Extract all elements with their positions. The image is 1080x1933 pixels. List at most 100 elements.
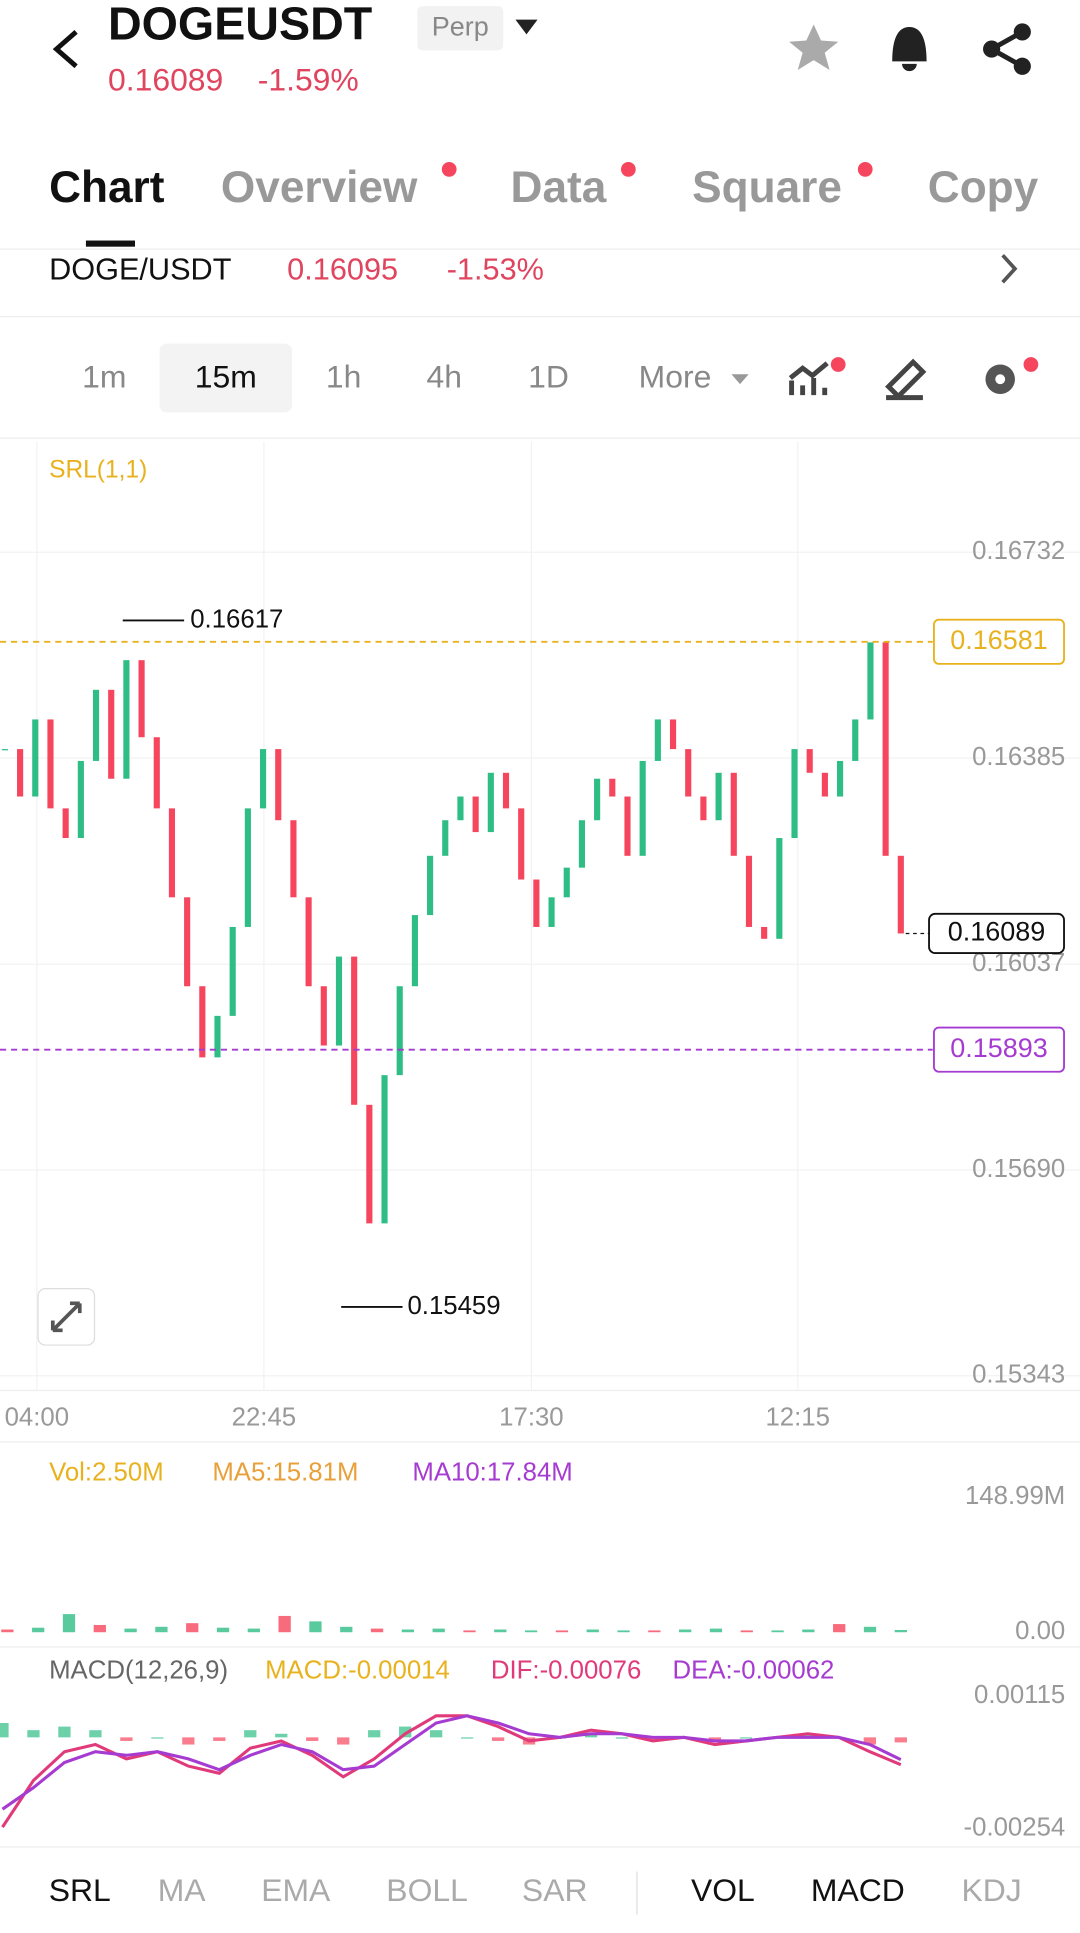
volume-bar [1, 1629, 14, 1633]
volume-bar [679, 1629, 692, 1633]
badge[interactable]: Perp [432, 11, 489, 41]
dot [1023, 357, 1039, 372]
bottom-tab[interactable]: VOL [691, 1872, 755, 1908]
candle [396, 986, 403, 1076]
candle [1, 749, 8, 751]
candle [487, 772, 494, 833]
volume-bar [401, 1629, 415, 1633]
star-icon[interactable] [789, 24, 839, 70]
volume-bar [216, 1627, 230, 1633]
macd-bar [244, 1730, 257, 1738]
macd-bar [646, 1737, 660, 1741]
candle [275, 749, 282, 821]
candle [700, 796, 707, 821]
interval[interactable]: 1m [82, 359, 126, 395]
macd-bar [275, 1733, 288, 1738]
volume-legend: MA10:17.84M [412, 1459, 572, 1487]
macd-legend: MACD(12,26,9) [49, 1656, 228, 1684]
bottom-tab[interactable]: BOLL [386, 1872, 468, 1908]
candle [214, 1015, 221, 1058]
candle [882, 642, 889, 856]
candle [867, 642, 874, 720]
share-icon[interactable] [983, 23, 1031, 75]
macd-bar [399, 1726, 412, 1738]
macd-bar [120, 1737, 133, 1741]
macd-bar [491, 1737, 505, 1741]
more-icon[interactable] [731, 374, 749, 385]
volume-legend: Vol:2.50M [49, 1459, 164, 1487]
macd-bar [306, 1737, 319, 1741]
volume-bar [555, 1630, 569, 1633]
arrow-icon[interactable] [1001, 254, 1018, 284]
interval[interactable]: 1h [326, 359, 361, 395]
macd-bar [863, 1737, 876, 1745]
candle [305, 897, 312, 987]
candle [761, 926, 768, 939]
tab-underline [85, 240, 136, 247]
candle [745, 855, 753, 927]
volume-bar [32, 1627, 45, 1633]
candle [715, 772, 722, 821]
candle [685, 749, 692, 797]
macd-bar [708, 1737, 722, 1741]
x-tick-label: 04:00 [5, 1404, 69, 1432]
macd-bar [182, 1737, 195, 1745]
candle [457, 796, 464, 821]
volume-bar [524, 1630, 538, 1633]
bell-icon[interactable] [892, 26, 927, 72]
dot [441, 161, 457, 177]
indicator-label: SRL(1,1) [49, 457, 147, 484]
back-icon[interactable] [52, 30, 78, 69]
volume-bar [586, 1629, 599, 1633]
macd-bar [801, 1733, 815, 1738]
volume-bar [833, 1624, 846, 1633]
candle [897, 855, 904, 934]
bottom-tab[interactable]: SRL [49, 1872, 111, 1908]
last-label: 0.16089 [948, 917, 1046, 947]
y-tick-label: 0.16385 [972, 743, 1065, 771]
tab[interactable]: Copy [928, 163, 1039, 212]
interval[interactable]: 1D [528, 359, 569, 395]
draw-icon[interactable] [885, 358, 927, 401]
pair[interactable]: DOGE/USDT [49, 251, 232, 286]
candle [821, 772, 828, 797]
indicator-icon[interactable] [788, 361, 829, 396]
macd-legend: DIF:-0.00076 [491, 1656, 641, 1684]
volume-bar [740, 1630, 753, 1633]
interval[interactable]: 4h [427, 359, 462, 395]
candle [609, 778, 616, 797]
tab[interactable]: Data [511, 163, 607, 212]
bottom-tab[interactable]: MACD [811, 1872, 905, 1908]
candle [199, 986, 206, 1058]
macd-bar [213, 1737, 226, 1741]
bottom-tab[interactable]: SAR [522, 1872, 588, 1908]
volume-bar [617, 1630, 630, 1633]
bottom-tab[interactable]: EMA [261, 1872, 331, 1908]
volume-bar [863, 1626, 877, 1633]
tab[interactable]: Square [692, 163, 842, 212]
dropdown-icon[interactable] [515, 19, 538, 35]
tab[interactable]: Overview [221, 163, 418, 212]
dot [830, 357, 846, 372]
candle [502, 772, 510, 809]
interval[interactable]: 15m [195, 359, 257, 395]
candle [533, 879, 540, 927]
candle [17, 749, 24, 797]
candle [578, 820, 586, 868]
last-tag [928, 912, 1065, 955]
candle [32, 719, 39, 797]
candle [320, 986, 327, 1046]
interval[interactable]: More [639, 359, 712, 395]
macd-bar [27, 1730, 40, 1738]
bottom-tab[interactable]: KDJ [962, 1872, 1022, 1908]
candle [290, 820, 297, 898]
candle [351, 956, 358, 1105]
candle [548, 897, 555, 927]
macd-bar [0, 1722, 9, 1738]
bottom-tab[interactable]: MA [158, 1872, 207, 1908]
volume-bar [894, 1629, 907, 1633]
macd-bar [460, 1737, 474, 1739]
candle [837, 760, 844, 797]
tab[interactable]: Chart [49, 163, 165, 212]
symbol: DOGEUSDT [108, 0, 372, 49]
